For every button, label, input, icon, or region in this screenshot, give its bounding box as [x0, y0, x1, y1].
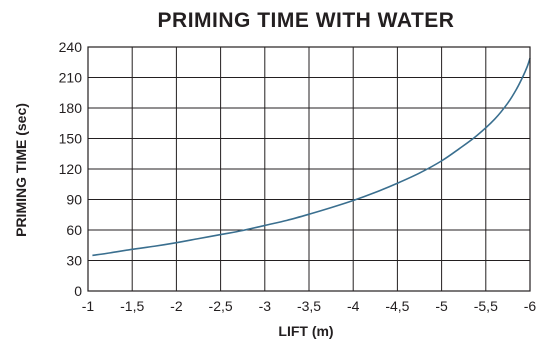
- x-tick-label: -2: [170, 298, 183, 314]
- priming-time-curve: [92, 57, 531, 257]
- x-tick-label: -4,5: [385, 298, 409, 314]
- x-tick-label: -1,5: [120, 298, 144, 314]
- y-tick-label: 60: [66, 222, 82, 238]
- y-axis-ticks: 0 30 60 90 120 150 180 210 240: [59, 39, 83, 299]
- x-axis-label: LIFT (m): [278, 323, 333, 339]
- y-tick-label: 210: [59, 70, 83, 86]
- y-tick-label: 0: [74, 283, 82, 299]
- y-axis-label: PRIMING TIME (sec): [13, 103, 29, 237]
- plot-frame: [87, 46, 531, 292]
- x-tick-label: -3,5: [297, 298, 321, 314]
- x-axis-ticks: -1 -1,5 -2 -2,5 -3 -3,5 -4 -4,5 -5 -5,5 -6: [82, 298, 537, 314]
- x-tick-label: -5: [435, 298, 448, 314]
- y-tick-label: 30: [66, 253, 82, 269]
- grid: [87, 46, 531, 292]
- y-tick-label: 120: [59, 161, 83, 177]
- y-tick-label: 90: [66, 192, 82, 208]
- x-tick-label: -1: [82, 298, 95, 314]
- x-tick-label: -2,5: [209, 298, 233, 314]
- x-tick-label: -6: [524, 298, 537, 314]
- y-tick-label: 180: [59, 100, 83, 116]
- y-tick-label: 150: [59, 131, 83, 147]
- series-layer: [92, 57, 531, 257]
- y-tick-label: 240: [59, 39, 83, 55]
- x-tick-label: -5,5: [474, 298, 498, 314]
- x-tick-label: -3: [259, 298, 272, 314]
- chart-title: PRIMING TIME WITH WATER: [158, 9, 455, 32]
- x-tick-label: -4: [347, 298, 360, 314]
